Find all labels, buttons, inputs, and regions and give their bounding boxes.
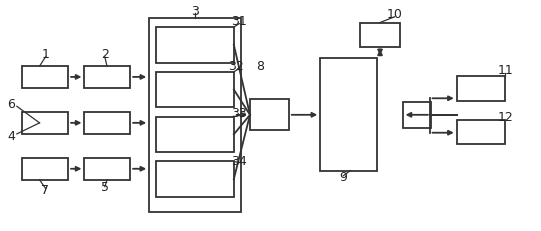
Bar [457,76,505,100]
Bar [22,112,68,134]
Text: 7: 7 [42,184,49,197]
Bar [22,66,68,88]
Text: 32: 32 [228,60,244,73]
Text: 3: 3 [191,5,199,18]
Text: 2: 2 [101,48,109,61]
Bar [149,18,241,212]
Text: 11: 11 [497,64,513,77]
Text: 10: 10 [387,8,403,21]
Text: 8: 8 [256,60,264,73]
Bar [84,112,130,134]
Bar [156,117,234,152]
Text: 6: 6 [8,97,16,110]
Text: 12: 12 [497,111,513,124]
Text: 5: 5 [101,181,109,194]
Bar [84,66,130,88]
Bar [320,58,377,171]
Text: 33: 33 [232,107,247,120]
Text: 4: 4 [8,130,16,143]
Bar [84,158,130,180]
Text: 9: 9 [339,171,347,184]
Bar [156,27,234,63]
Bar [22,158,68,180]
Bar [457,120,505,144]
Bar [250,99,289,131]
Bar [403,102,431,128]
Bar [156,72,234,107]
Bar [360,22,400,47]
Text: 31: 31 [232,15,247,28]
Text: 1: 1 [42,48,49,61]
Bar [156,161,234,197]
Text: 34: 34 [232,155,247,168]
